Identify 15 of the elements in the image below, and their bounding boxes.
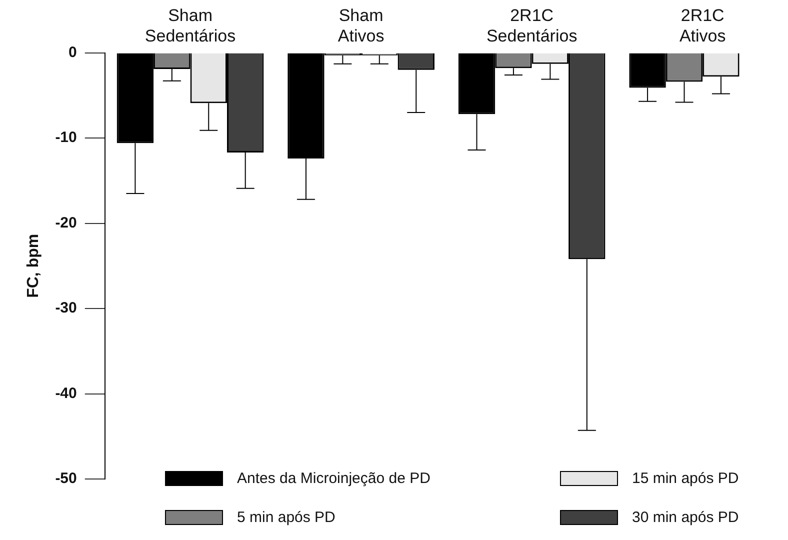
y-tick-label: 0 — [68, 44, 77, 61]
legend-label: 15 min após PD — [632, 470, 739, 487]
y-tick-label: -50 — [55, 470, 77, 488]
y-tick-label: -10 — [55, 129, 77, 146]
y-tick-label: -40 — [55, 384, 77, 402]
legend-label: 5 min após PD — [237, 509, 336, 526]
legend-label: Antes da Microinjeção de PD — [237, 470, 430, 487]
y-tick-label: -30 — [55, 300, 77, 317]
x-tick-label: Sham Ativos — [338, 6, 384, 46]
y-tick-label: -20 — [55, 214, 77, 232]
x-tick-label: Sham Sedentários — [144, 6, 236, 46]
y-axis-title: FC, bpm — [25, 234, 42, 298]
x-tick-label: 2R1C Sedentários — [486, 6, 578, 46]
x-tick-label: 2R1C Ativos — [679, 6, 726, 46]
legend-label: 30 min após PD — [632, 509, 739, 526]
